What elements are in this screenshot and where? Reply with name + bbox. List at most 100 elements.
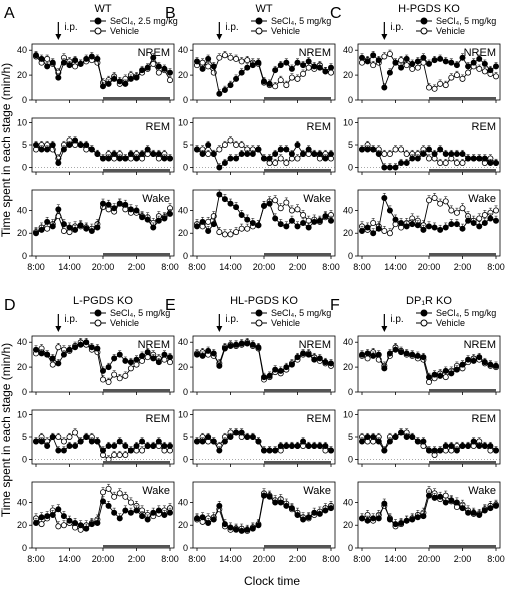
y-tick-label: 0 — [22, 455, 27, 465]
legend-label: Vehicle — [110, 26, 139, 36]
data-point-secl4 — [221, 438, 228, 445]
x-tick-label: 8:00 — [353, 554, 371, 564]
data-point-secl4 — [277, 367, 284, 374]
data-point-secl4 — [425, 146, 432, 153]
data-point-secl4 — [448, 497, 455, 504]
data-point-secl4 — [358, 146, 365, 153]
data-point-secl4 — [316, 442, 323, 449]
data-point-vehicle — [288, 207, 295, 214]
data-point-secl4 — [409, 60, 416, 67]
data-point-vehicle — [105, 379, 112, 386]
data-point-secl4 — [272, 215, 279, 222]
dark-period-bar — [103, 389, 170, 392]
data-point-vehicle — [111, 371, 118, 378]
subplot-nrem: 0 20 40 NREM — [17, 335, 175, 397]
data-point-secl4 — [386, 350, 393, 357]
data-point-secl4 — [327, 64, 334, 71]
data-point-secl4 — [442, 150, 449, 157]
data-point-secl4 — [476, 155, 483, 162]
data-point-vehicle — [431, 85, 438, 92]
data-point-secl4 — [470, 438, 477, 445]
data-point-secl4 — [205, 55, 212, 62]
data-point-secl4 — [244, 340, 251, 347]
stage-label: Wake — [468, 193, 496, 205]
data-point-vehicle — [370, 62, 377, 69]
x-tick-label: 8:00 — [161, 554, 179, 564]
data-point-secl4 — [260, 492, 267, 499]
data-point-secl4 — [425, 447, 432, 454]
legend-marker-secl4 — [255, 309, 263, 317]
legend-label: Vehicle — [271, 318, 300, 328]
data-point-secl4 — [305, 351, 312, 358]
data-point-secl4 — [155, 150, 162, 157]
data-point-secl4 — [459, 505, 466, 512]
data-point-secl4 — [476, 512, 483, 519]
data-point-secl4 — [260, 447, 267, 454]
data-point-secl4 — [83, 339, 90, 346]
data-point-secl4 — [216, 164, 223, 171]
data-point-secl4 — [448, 150, 455, 157]
y-tick-label: 5 — [183, 140, 188, 150]
data-point-vehicle — [358, 59, 365, 66]
y-tick-label: 0 — [183, 163, 188, 173]
data-point-vehicle — [111, 493, 118, 500]
data-point-secl4 — [155, 63, 162, 70]
data-point-secl4 — [322, 155, 329, 162]
data-point-secl4 — [77, 438, 84, 445]
y-tick-label: 0 — [183, 387, 188, 397]
data-point-secl4 — [161, 351, 168, 358]
legend-label: SeCl₄, 5 mg/kg — [110, 308, 170, 318]
data-point-vehicle — [459, 159, 466, 166]
data-point-secl4 — [392, 59, 399, 66]
data-point-secl4 — [311, 356, 318, 363]
data-point-secl4 — [470, 509, 477, 516]
data-point-secl4 — [249, 150, 256, 157]
data-point-secl4 — [150, 355, 157, 362]
data-point-secl4 — [161, 155, 168, 162]
data-point-secl4 — [316, 217, 323, 224]
data-point-secl4 — [403, 55, 410, 62]
x-tick-label: 8:00 — [161, 262, 179, 272]
data-point-vehicle — [448, 74, 455, 81]
data-point-secl4 — [358, 515, 365, 522]
legend-marker-vehicle — [255, 27, 263, 35]
data-point-secl4 — [311, 509, 318, 516]
data-point-secl4 — [431, 447, 438, 454]
data-point-vehicle — [272, 83, 279, 90]
data-point-secl4 — [327, 447, 334, 454]
data-point-vehicle — [205, 218, 212, 225]
data-point-secl4 — [49, 512, 56, 519]
data-point-secl4 — [116, 515, 123, 522]
data-point-secl4 — [111, 205, 118, 212]
data-point-secl4 — [133, 74, 140, 81]
data-point-secl4 — [199, 218, 206, 225]
data-point-secl4 — [127, 206, 134, 213]
data-point-secl4 — [283, 442, 290, 449]
data-point-secl4 — [139, 150, 146, 157]
data-point-secl4 — [205, 347, 212, 354]
data-point-secl4 — [139, 438, 146, 445]
data-point-vehicle — [272, 159, 279, 166]
data-point-secl4 — [227, 200, 234, 207]
data-point-vehicle — [277, 77, 284, 84]
data-point-vehicle — [199, 59, 206, 66]
data-point-secl4 — [166, 155, 173, 162]
data-point-vehicle — [294, 206, 301, 213]
data-point-secl4 — [255, 344, 262, 351]
y-tick-label: 40 — [343, 45, 353, 55]
dark-period-bar — [264, 389, 331, 392]
data-point-secl4 — [94, 345, 101, 352]
stage-label: Wake — [142, 485, 170, 497]
data-point-secl4 — [272, 499, 279, 506]
dark-period-bar — [103, 169, 170, 172]
data-point-vehicle — [127, 499, 134, 506]
y-tick-label: 40 — [17, 205, 27, 215]
data-point-secl4 — [83, 433, 90, 440]
data-point-secl4 — [381, 164, 388, 171]
data-point-vehicle — [55, 433, 62, 440]
y-tick-label: 10 — [17, 118, 27, 128]
data-point-secl4 — [216, 191, 223, 198]
data-point-vehicle — [122, 372, 129, 379]
data-point-secl4 — [133, 356, 140, 363]
